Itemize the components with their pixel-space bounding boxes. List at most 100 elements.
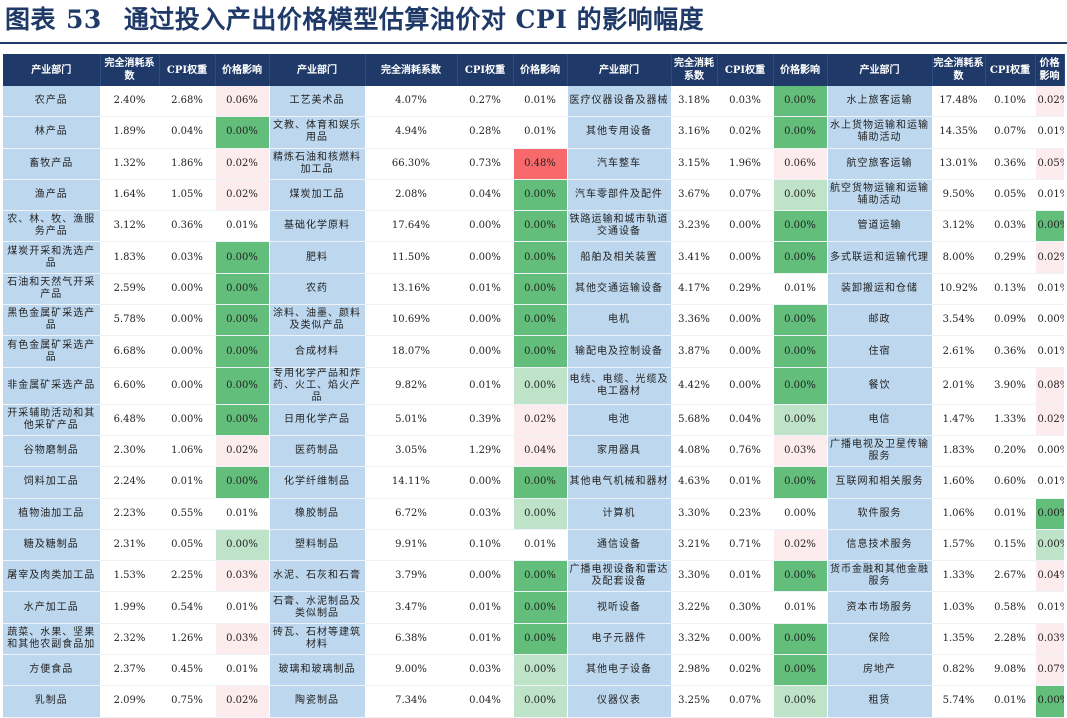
sector-name: 其他交通运输设备 <box>567 273 672 306</box>
impact-value: 0.00% <box>773 685 828 718</box>
consumption-value: 17.48% <box>932 86 986 118</box>
impact-value: 0.00% <box>773 304 828 337</box>
cpi-weight-value: 0.55% <box>159 498 216 530</box>
sector-name: 计算机 <box>567 498 672 530</box>
table-row: 农、林、牧、渔服务产品 3.12% 0.36% 0.01% 基础化学原料 17.64% 0.… <box>3 210 1065 243</box>
table-row: 黑色金属矿采选产品 5.78% 0.00% 0.00% 涂料、油墨、颜料及类似产品 10.… <box>3 304 1065 337</box>
sector-name: 日用化学产品 <box>269 404 366 436</box>
table-row: 糖及糖制品 2.31% 0.05% 0.00% 塑料制品 9.91% 0.10% 0.01% 通… <box>3 529 1065 562</box>
sector-name: 谷物磨制品 <box>3 435 101 468</box>
sector-name: 航空旅客运输 <box>827 148 933 180</box>
cpi-weight-value: 0.00% <box>159 335 216 368</box>
consumption-value: 2.40% <box>100 86 160 118</box>
consumption-value: 2.09% <box>100 685 160 718</box>
impact-value: 0.00% <box>773 623 828 656</box>
cpi-weight-value: 0.00% <box>159 367 216 405</box>
sector-name: 管道运输 <box>827 210 933 243</box>
impact-value: 0.02% <box>773 529 828 562</box>
consumption-value: 2.59% <box>100 273 160 306</box>
cpi-weight-value: 0.04% <box>159 116 216 149</box>
impact-value: 0.00% <box>773 367 828 405</box>
cpi-weight-value: 1.96% <box>717 148 774 180</box>
table-row: 屠宰及肉类加工品 1.53% 2.25% 0.03% 水泥、石灰和石膏 3.79% 0.00… <box>3 560 1065 593</box>
sector-name: 合成材料 <box>269 335 366 368</box>
sector-name: 农药 <box>269 273 366 306</box>
impact-value: 0.00% <box>215 304 270 337</box>
impact-value: 0.00% <box>513 560 568 593</box>
cpi-weight-value: 3.90% <box>985 367 1036 405</box>
impact-value: 0.02% <box>215 435 270 468</box>
impact-value: 0.00% <box>215 529 270 562</box>
sector-name: 邮政 <box>827 304 933 337</box>
sector-name: 水上旅客运输 <box>827 86 933 118</box>
consumption-value: 9.82% <box>365 367 458 405</box>
impact-value: 0.00% <box>773 498 828 530</box>
impact-value: 0.00% <box>1035 685 1065 718</box>
consumption-value: 3.79% <box>365 560 458 593</box>
consumption-value: 6.60% <box>100 367 160 405</box>
consumption-value: 3.41% <box>671 241 718 274</box>
impact-value: 0.03% <box>773 435 828 468</box>
cpi-weight-value: 0.04% <box>457 685 514 718</box>
title-rule <box>0 42 1067 44</box>
sector-name: 橡胶制品 <box>269 498 366 530</box>
consumption-value: 4.08% <box>671 435 718 468</box>
header-sector: 产业部门 <box>567 54 672 86</box>
sector-name: 房地产 <box>827 654 933 687</box>
sector-name: 专用化学产品和炸药、火工、焰火产品 <box>269 367 366 405</box>
impact-value: 0.02% <box>215 179 270 212</box>
consumption-value: 4.17% <box>671 273 718 306</box>
consumption-value: 9.91% <box>365 529 458 562</box>
impact-value: 0.02% <box>1035 404 1065 436</box>
cpi-weight-value: 0.01% <box>159 466 216 499</box>
cpi-weight-value: 0.36% <box>985 148 1036 180</box>
impact-value: 0.02% <box>513 404 568 436</box>
sector-name: 精炼石油和核燃料加工品 <box>269 148 366 180</box>
cpi-weight-value: 0.07% <box>717 685 774 718</box>
consumption-value: 2.61% <box>932 335 986 368</box>
impact-value: 0.01% <box>513 116 568 149</box>
cpi-weight-value: 2.28% <box>985 623 1036 656</box>
sector-name: 涂料、油墨、颜料及类似产品 <box>269 304 366 337</box>
impact-value: 0.01% <box>215 654 270 687</box>
header-consumption: 完全消耗系数 <box>671 54 718 86</box>
cpi-weight-value: 1.29% <box>457 435 514 468</box>
impact-value: 0.06% <box>773 148 828 180</box>
consumption-value: 1.32% <box>100 148 160 180</box>
impact-value: 0.00% <box>513 685 568 718</box>
cpi-weight-value: 1.86% <box>159 148 216 180</box>
sector-name: 乳制品 <box>3 685 101 718</box>
sector-name: 水上货物运输和运输辅助活动 <box>827 116 933 149</box>
header-impact: 价格影响 <box>773 54 828 86</box>
sector-name: 煤炭加工品 <box>269 179 366 212</box>
impact-value: 0.00% <box>513 304 568 337</box>
cpi-weight-value: 0.00% <box>457 210 514 243</box>
sector-name: 医疗仪器设备及器械 <box>567 86 672 118</box>
table-row: 开采辅助活动和其他采矿产品 6.48% 0.00% 0.00% 日用化学产品 5.01% 0… <box>3 404 1065 436</box>
cpi-weight-value: 0.00% <box>717 623 774 656</box>
figure-label: 图表 <box>5 5 57 34</box>
cpi-weight-value: 0.01% <box>717 560 774 593</box>
impact-value: 0.00% <box>513 241 568 274</box>
impact-value: 0.00% <box>513 591 568 624</box>
impact-value: 0.01% <box>215 210 270 243</box>
header-cpi-weight: CPI权重 <box>985 54 1036 86</box>
consumption-value: 1.53% <box>100 560 160 593</box>
impact-value: 0.01% <box>513 86 568 118</box>
cpi-weight-value: 0.01% <box>717 466 774 499</box>
sector-name: 开采辅助活动和其他采矿产品 <box>3 404 101 436</box>
cpi-weight-value: 0.00% <box>717 304 774 337</box>
sector-name: 蔬菜、水果、坚果和其他农副食品加 <box>3 623 101 656</box>
cpi-weight-value: 0.00% <box>457 335 514 368</box>
cpi-weight-value: 0.13% <box>985 273 1036 306</box>
consumption-value: 1.60% <box>932 466 986 499</box>
sector-name: 多式联运和运输代理 <box>827 241 933 274</box>
sector-name: 水产加工品 <box>3 591 101 624</box>
consumption-value: 1.06% <box>932 498 986 530</box>
cpi-weight-value: 0.07% <box>985 116 1036 149</box>
cpi-weight-value: 0.03% <box>457 654 514 687</box>
table-row: 方便食品 2.37% 0.45% 0.01% 玻璃和玻璃制品 9.00% 0.03% 0.00… <box>3 654 1065 687</box>
consumption-value: 3.47% <box>365 591 458 624</box>
sector-name: 畜牧产品 <box>3 148 101 180</box>
cpi-weight-value: 0.15% <box>985 529 1036 562</box>
